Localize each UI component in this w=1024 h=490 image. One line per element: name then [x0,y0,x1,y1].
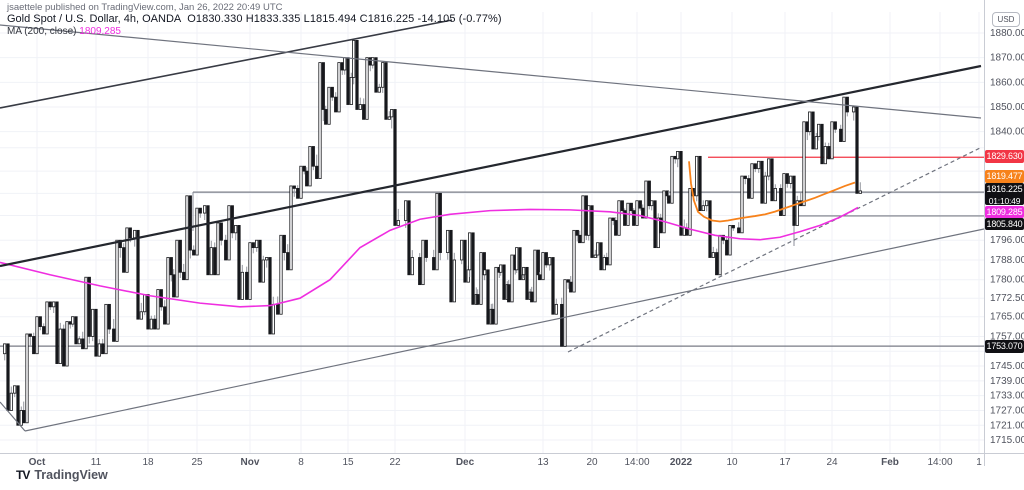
time-tick-label: 11 [91,457,102,468]
time-tick-label: 2022 [670,457,693,468]
ma200-line [0,206,859,308]
time-tick-label: 25 [191,457,203,468]
ma-value: 1809.285 [79,26,121,37]
price-axis[interactable]: USD 1829.630 1819.477 1816.225 01:10:49 1809… [985,0,1024,490]
price-tick-label: 1870.000 [990,53,1024,64]
symbol-title[interactable]: Gold Spot / U.S. Dollar, 4h, OANDA [7,13,182,25]
currency-toggle-button[interactable]: USD [992,12,1020,27]
price-tick-label: 1739.000 [990,376,1024,387]
publish-attribution: jsaettele published on TradingView.com, … [7,2,283,13]
ohlc-values: O1830.330 H1833.335 L1815.494 C1816.225 … [187,13,502,25]
price-tick-label: 1757.000 [990,331,1024,342]
time-tick-label: 22 [389,457,401,468]
time-tick-label: 20 [586,457,598,468]
rising-trendline-main [0,64,982,268]
price-tick-label: 1715.000 [990,435,1024,446]
time-tick-label: 13 [537,457,549,468]
price-tick-label: 1780.000 [990,275,1024,286]
time-tick-label: 10 [726,457,738,468]
descending-resistance [0,24,982,119]
price-badge: 1753.070 [985,340,1024,353]
time-tick-label: Oct [29,457,46,468]
bar-countdown: 01:10:49 [988,196,1021,206]
time-tick-label: Dec [456,457,475,468]
price-badge: 1829.630 [985,150,1024,163]
price-tick-label: 1765.000 [990,312,1024,323]
ma-legend: MA (200, close) 1809.285 [7,26,121,37]
symbol-legend: Gold Spot / U.S. Dollar, 4h, OANDA O1830.… [7,13,502,25]
ma-label[interactable]: MA (200, close) [7,26,77,37]
price-badge: 1805.840 [985,218,1024,230]
time-tick-label: Feb [881,457,899,468]
time-tick-label: 15 [342,457,354,468]
candles [3,40,862,426]
price-tick-label: 1721.000 [990,420,1024,431]
time-tick-label: 14:00 [927,457,952,468]
price-tick-label: 1880.000 [990,28,1024,39]
tradingview-logo-icon[interactable]: TV [16,468,30,482]
time-tick-label: 1 [976,457,982,468]
price-badge: 1809.285 [985,206,1024,218]
price-tick-label: 1860.000 [990,77,1024,88]
channel-lower-tail [0,401,26,432]
price-tick-label: 1733.000 [990,391,1024,402]
time-tick-label: Nov [241,457,260,468]
price-tick-label: 1840.000 [990,127,1024,138]
horizontal-levels [0,156,984,347]
time-tick-label: 17 [779,457,791,468]
rising-channel-upper [0,19,453,109]
price-tick-label: 1796.000 [990,235,1024,246]
price-badge: 1819.477 [985,170,1024,183]
price-tick-label: 1772.500 [990,293,1024,304]
rising-channel-lower [24,228,984,432]
time-tick-label: 18 [142,457,154,468]
price-tick-label: 1788.000 [990,255,1024,266]
tradingview-logo-text[interactable]: TradingView [34,468,108,482]
dashed-support [567,147,981,353]
price-badge: 1816.225 01:10:49 [985,183,1024,206]
price-tick-label: 1850.000 [990,102,1024,113]
vwap-line [688,161,856,223]
time-tick-label: 8 [298,457,304,468]
tradingview-footer: TV TradingView [16,468,108,482]
price-tick-label: 1727.000 [990,405,1024,416]
time-tick-label: 14:00 [624,457,649,468]
time-tick-label: 24 [826,457,838,468]
grid [0,12,984,453]
price-tick-label: 1745.000 [990,361,1024,372]
